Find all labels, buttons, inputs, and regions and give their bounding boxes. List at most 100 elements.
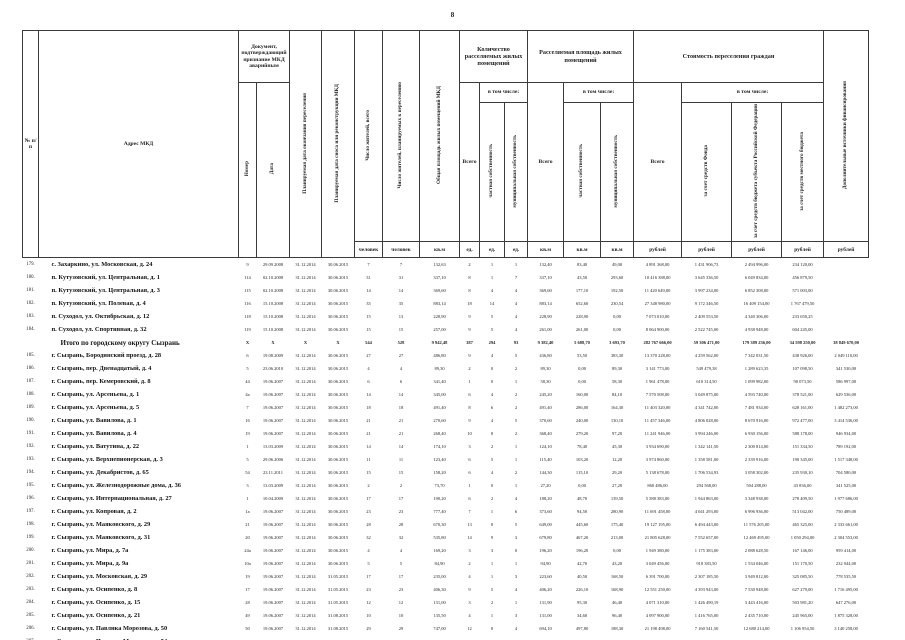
value-cell: 1 149 529,50	[782, 635, 824, 640]
value-cell: 1 944 863,00	[694, 496, 719, 502]
value-cell: 261,00	[575, 327, 589, 333]
table-row: 179. с. Захаркино, ул. Московская, д. 24 9…	[23, 258, 869, 272]
value-cell: 19.06.2007	[262, 626, 284, 632]
value-cell: 7	[468, 509, 471, 515]
value-cell: 53,50	[576, 353, 588, 359]
value-cell: 6 494 443,00	[694, 522, 719, 528]
value-cell: 83,40	[576, 262, 588, 268]
address-cell: г. Сызрань, ул. Арсеньева, д. 1	[51, 391, 140, 399]
row-index: 180.	[26, 275, 35, 281]
table-row: 181. п. Кутузовский, ул. Центральная, д. …	[23, 284, 869, 297]
value-cell: 233 650,25	[792, 314, 813, 320]
value-cell: 9	[246, 262, 249, 268]
value-cell: 30.06.2015	[327, 353, 349, 359]
unit-cell: кв.м	[600, 241, 635, 259]
value-cell: 21	[398, 418, 404, 424]
value-cell: 30.06.2015	[327, 444, 349, 450]
value-cell: 19.06.2007	[262, 561, 284, 567]
value-cell: 7 160 541,50	[694, 626, 719, 632]
value-cell: 31.12.2014	[295, 418, 316, 424]
value-cell: 1 416 765,00	[694, 613, 719, 619]
value-cell: 1 534 046,00	[744, 561, 769, 567]
value-cell: 0	[490, 379, 494, 385]
value-cell: 31.08.2015	[322, 635, 355, 640]
value-cell: 151 170,50	[792, 561, 813, 567]
value-cell: 30.06.2015	[327, 496, 349, 502]
address-cell: г. Сызрань, ул. Вавилова, д. 4	[51, 430, 137, 438]
value-cell: 3	[468, 444, 471, 450]
value-cell: 1 706 534,93	[694, 470, 719, 476]
value-cell: 3 693,70	[609, 340, 625, 346]
value-cell: 11 403 320,00	[644, 405, 671, 411]
value-cell: 230,54	[610, 301, 624, 307]
value-cell: 2 307 185,50	[694, 574, 719, 580]
unit-cell: рублей	[731, 241, 783, 259]
table-body: 179. с. Захаркино, ул. Московская, д. 24 9…	[23, 258, 869, 640]
value-cell: 196,20	[539, 548, 552, 554]
row-index: 205.	[26, 613, 35, 619]
value-cell: 19	[245, 431, 250, 437]
value-cell: 1	[490, 613, 494, 619]
value-cell: 8	[468, 275, 471, 281]
value-cell: 387	[466, 340, 473, 346]
unit-cell: ед.	[504, 241, 529, 259]
value-cell: 32	[366, 535, 371, 541]
value-cell	[824, 323, 869, 336]
value-cell: 11 241 946,00	[644, 431, 671, 437]
value-cell: 29,20	[611, 470, 623, 476]
value-cell: 588 178,00	[792, 431, 813, 437]
value-cell: 2	[399, 483, 403, 489]
value-cell: X	[303, 340, 308, 346]
row-index: 203.	[26, 587, 35, 593]
value-cell: 2	[514, 392, 518, 398]
value-cell: 16 409 154,00	[743, 301, 770, 307]
value-cell: 777,40	[433, 509, 446, 515]
value-cell: 168,90	[610, 587, 624, 593]
row-index: 184.	[26, 327, 35, 333]
row-index: 188.	[26, 392, 35, 398]
value-cell: 144,30	[539, 470, 552, 476]
value-cell: 504 288,00	[746, 483, 767, 489]
value-cell: 164,30	[610, 405, 624, 411]
header-cost-fund: за счет средств Фонда	[681, 101, 733, 243]
value-cell: 58,30	[611, 379, 623, 385]
value-cell: 378 521,00	[792, 392, 813, 398]
value-cell: 89,30	[434, 366, 445, 372]
value-cell: 254,50	[564, 635, 601, 640]
value-cell: 2	[490, 496, 494, 502]
value-cell: 1	[514, 561, 518, 567]
value-cell: 11 420 649,00	[644, 288, 671, 294]
value-cell: 19.06.2007	[262, 392, 284, 398]
value-cell: 30.06.2015	[327, 509, 349, 515]
value-cell: 778 535,50	[835, 574, 857, 580]
unit-cell: рублей	[781, 241, 825, 259]
value-cell: 30.06.2015	[327, 418, 349, 424]
value-cell: 2 522 745,00	[694, 327, 719, 333]
value-cell: 4 041 293,00	[694, 509, 719, 515]
value-cell: 38 849 670,00	[833, 340, 859, 346]
value-cell: 257,00	[433, 327, 446, 333]
value-cell: 14	[489, 301, 495, 307]
value-cell: 31.12.2014	[295, 327, 316, 333]
value-cell: 48,70	[576, 496, 588, 502]
value-cell: 226,10	[575, 587, 589, 593]
relocation-table: № п/п Адрес МКД Документ, подтверждающий…	[22, 29, 870, 640]
value-cell: 8	[490, 626, 494, 632]
header-area-municipal: муниципальная собственность	[600, 101, 635, 243]
value-cell: 103,20	[575, 457, 589, 463]
value-cell: 12	[398, 600, 404, 606]
value-cell: 235 930,10	[792, 470, 813, 476]
value-cell: 31.05.2015	[327, 574, 349, 580]
table-row: 206. г. Сызрань, ул. Павлика Морозова, д.…	[23, 622, 869, 635]
value-cell: 21 805 628,00	[644, 535, 671, 541]
value-cell: 5 138 678,00	[645, 470, 670, 476]
value-cell: 31.08.2015	[327, 613, 349, 619]
value-cell: 35	[366, 301, 371, 307]
value-cell: 96,40	[611, 613, 623, 619]
value-cell: 115,10	[575, 470, 589, 476]
value-cell: 18	[366, 405, 371, 411]
value-cell: 30.06.2015	[327, 548, 349, 554]
value-cell: 1 875 328,00	[834, 613, 858, 619]
value-cell: 4	[514, 301, 518, 307]
value-cell: 4	[514, 314, 518, 320]
